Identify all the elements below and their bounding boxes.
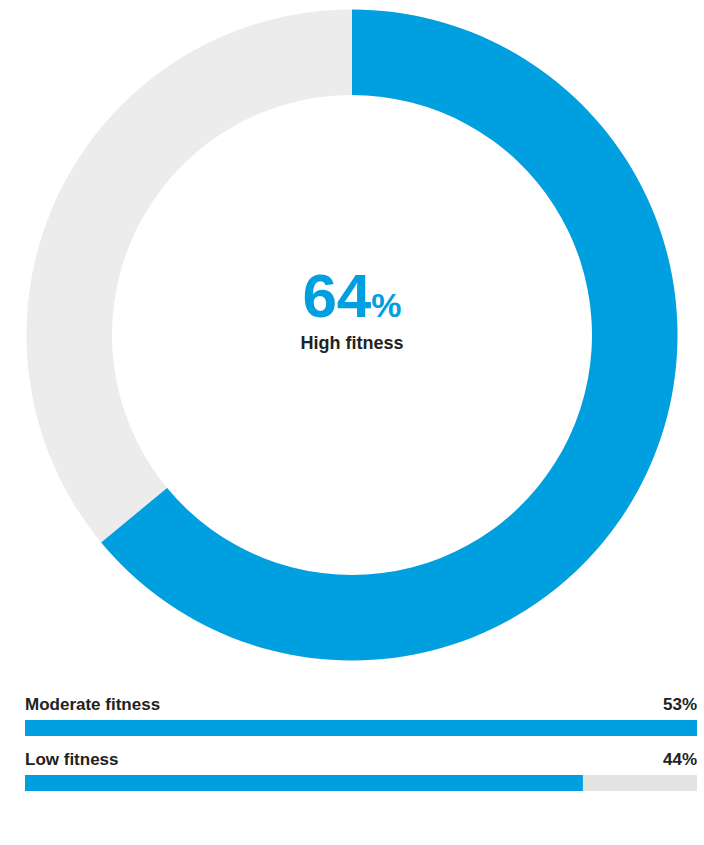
svg-text:Moderate fitness: Moderate fitness [25,695,160,714]
svg-text:44%: 44% [663,750,697,769]
svg-text:Low fitness: Low fitness [25,750,119,769]
html-text:64%: 64% [302,261,402,330]
svg-text:53%: 53% [663,695,697,714]
html-text:High fitness: High fitness [300,333,404,353]
